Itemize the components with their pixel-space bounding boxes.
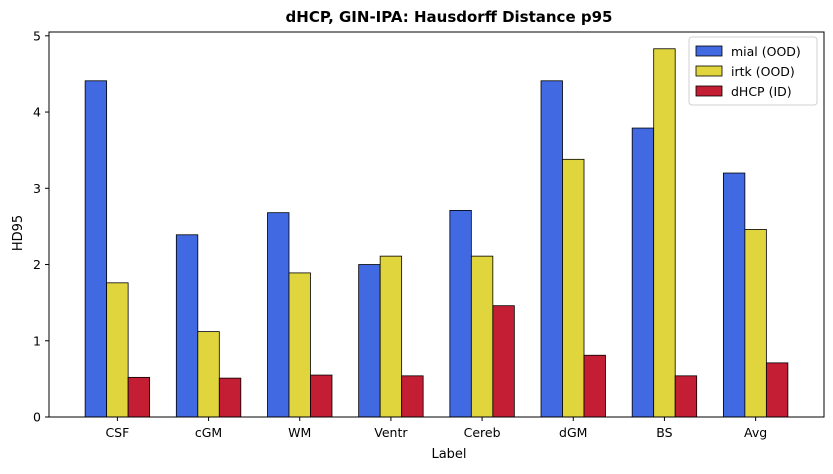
x-tick-label: dGM xyxy=(559,425,587,440)
x-tick-label: WM xyxy=(288,425,311,440)
legend-swatch xyxy=(695,45,723,57)
y-tick-label: 1 xyxy=(33,333,41,348)
x-tick-label: CSF xyxy=(105,425,129,440)
x-tick-label: Ventr xyxy=(374,425,408,440)
bar-csf-2 xyxy=(127,376,151,418)
bar-cereb-1 xyxy=(470,255,494,418)
y-axis-label: HD95 xyxy=(11,215,26,251)
x-tick-label: BS xyxy=(656,425,672,440)
bar-bs-1 xyxy=(653,48,676,418)
legend-swatch xyxy=(695,85,723,97)
bar-wm-2 xyxy=(310,374,333,418)
bar-dgm-2 xyxy=(583,354,606,418)
legend-swatch xyxy=(695,65,723,77)
x-tick-label: Avg xyxy=(744,425,767,440)
bar-bs-0 xyxy=(631,127,655,418)
bar-bs-2 xyxy=(674,375,698,418)
x-tick-label: cGM xyxy=(195,425,222,440)
y-tick-label: 4 xyxy=(33,105,41,120)
bar-ventr-1 xyxy=(379,255,403,418)
plot-frame xyxy=(48,31,825,418)
bar-csf-1 xyxy=(106,282,129,418)
bar-avg-0 xyxy=(722,172,746,418)
bar-csf-0 xyxy=(84,80,108,418)
y-tick-label: 5 xyxy=(33,28,41,43)
x-tick-label: Cereb xyxy=(464,425,501,440)
bar-wm-0 xyxy=(267,212,290,418)
x-axis-label: Label xyxy=(431,447,466,462)
bar-dgm-1 xyxy=(562,158,585,418)
chart-title: dHCP, GIN-IPA: Hausdorff Distance p95 xyxy=(286,8,613,26)
bar-dgm-0 xyxy=(540,80,563,418)
bar-cgm-0 xyxy=(175,234,199,418)
legend-label: irtk (OOD) xyxy=(731,64,795,79)
bar-cgm-2 xyxy=(218,377,242,418)
legend: mial (OOD) irtk (OOD) dHCP (ID) xyxy=(688,36,818,106)
bar-cereb-0 xyxy=(449,209,472,418)
bar-ventr-0 xyxy=(358,264,381,418)
bar-avg-2 xyxy=(765,362,789,418)
plot-area: 0 1 2 3 4 5 CSF cGM WM Ventr Cereb dGM BS Avg xyxy=(33,28,825,440)
legend-label: dHCP (ID) xyxy=(731,84,792,99)
y-tick-label: 3 xyxy=(33,181,41,196)
bar-cgm-1 xyxy=(197,331,220,418)
bar-avg-1 xyxy=(744,229,767,418)
legend-label: mial (OOD) xyxy=(731,44,801,59)
bar-cereb-2 xyxy=(492,305,515,418)
bar-ventr-2 xyxy=(401,375,424,418)
y-tick-label: 2 xyxy=(33,257,41,272)
bar-wm-1 xyxy=(288,272,311,418)
y-tick-label: 0 xyxy=(33,410,41,425)
